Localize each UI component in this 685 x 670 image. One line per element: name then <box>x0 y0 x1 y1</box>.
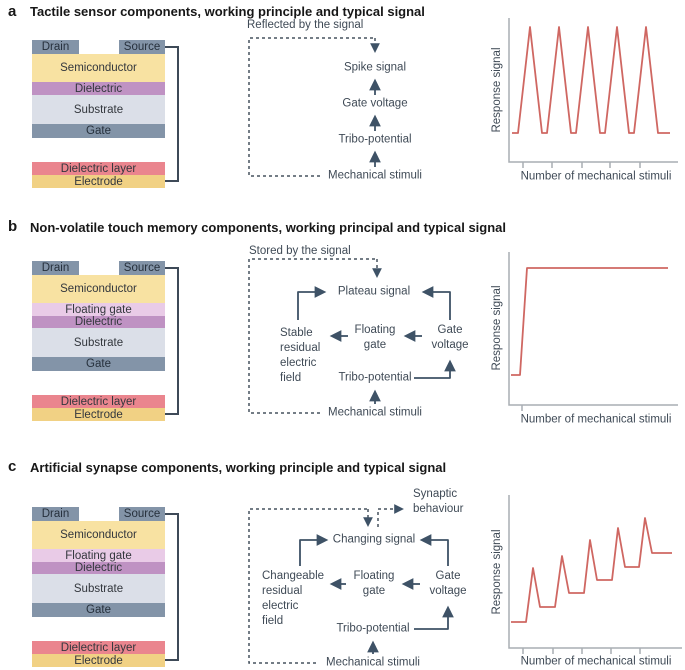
source-electrode-wire <box>165 513 179 661</box>
chart-axes <box>508 495 682 649</box>
panel-title: Tactile sensor components, working princ… <box>30 4 425 19</box>
dielectric-layer: Dielectric <box>32 82 165 95</box>
flow-node-stable-field: Stable residual electric field <box>280 327 321 384</box>
semiconductor-layer: Semiconductor <box>32 275 165 303</box>
gate-layer: Gate <box>32 603 165 617</box>
flow-node-spike-signal: Spike signal <box>343 61 407 74</box>
flow-node-gate-voltage: Gate voltage <box>342 97 408 110</box>
feedback-loop-dashed <box>248 258 377 414</box>
substrate-layer: Substrate <box>32 328 165 357</box>
elbow-arrow <box>414 359 456 379</box>
flow-node-plateau-signal: Plateau signal <box>337 285 411 298</box>
flow-node-floating-gate: Floating gate <box>353 570 395 597</box>
gate-layer: Gate <box>32 357 165 371</box>
flow-node-synaptic-behaviour: Synaptic behaviour <box>413 488 464 515</box>
floating-gate-layer: Floating gate <box>32 303 165 316</box>
panel-a-lines <box>165 18 678 182</box>
source-electrode-wire <box>165 267 179 415</box>
source-layer: Source <box>119 40 165 54</box>
flow-node-gate-voltage: Gate voltage <box>429 570 467 597</box>
signal-trace <box>512 26 670 134</box>
flow-node-mechanical-stimuli: Mechanical stimuli <box>326 656 420 669</box>
x-axis-ticks <box>522 162 641 168</box>
semiconductor-layer: Semiconductor <box>32 521 165 549</box>
synaptic-dashed-arrow <box>377 504 404 527</box>
panel-b-lines <box>165 252 678 415</box>
drain-layer: Drain <box>32 507 79 521</box>
substrate-layer: Substrate <box>32 574 165 603</box>
electrode-layer: Electrode <box>32 654 165 667</box>
panel-title: Non-volatile touch memory components, wo… <box>30 220 507 235</box>
loop-label: Reflected by the signal <box>247 19 364 31</box>
panel-letter: c <box>8 458 17 475</box>
flow-node-floating-gate: Floating gate <box>354 324 396 351</box>
flow-node-changing-signal: Changing signal <box>332 533 416 546</box>
elbow-arrow <box>414 605 454 630</box>
flow-node-tribo-potential: Tribo-potential <box>338 133 412 146</box>
source-electrode-wire <box>165 46 179 182</box>
semiconductor-layer: Semiconductor <box>32 54 165 82</box>
flow-node-tribo-potential: Tribo-potential <box>336 622 410 635</box>
x-axis-label: Number of mechanical stimuli <box>520 170 672 183</box>
elbow-arrow <box>421 286 451 320</box>
chart-axes <box>508 18 678 163</box>
signal-trace <box>511 267 668 376</box>
bottom-dielectric-layer: Dielectric layer <box>32 641 165 654</box>
source-layer: Source <box>119 507 165 521</box>
feedback-loop-dashed <box>248 37 375 177</box>
x-axis-ticks <box>522 648 641 654</box>
elbow-arrow <box>299 534 329 566</box>
y-axis-label: Response signal <box>491 47 503 133</box>
feedback-loop-dashed <box>248 508 368 664</box>
panel-title: Artificial synapse components, working p… <box>30 460 447 475</box>
floating-gate-layer: Floating gate <box>32 549 165 562</box>
dielectric-layer: Dielectric <box>32 316 165 328</box>
chart-axes <box>508 252 678 406</box>
elbow-arrow <box>297 286 327 320</box>
y-axis-label: Response signal <box>491 529 503 615</box>
x-axis-label: Number of mechanical stimuli <box>520 413 672 426</box>
panel-c-lines <box>165 495 682 664</box>
gate-layer: Gate <box>32 124 165 138</box>
panel-letter: a <box>8 3 17 20</box>
drain-layer: Drain <box>32 40 79 54</box>
elbow-arrow <box>419 534 449 566</box>
x-axis-label: Number of mechanical stimuli <box>520 655 672 668</box>
drain-layer: Drain <box>32 261 79 275</box>
bottom-dielectric-layer: Dielectric layer <box>32 162 165 175</box>
flow-node-changeable-field: Changeable residual electric field <box>262 570 325 627</box>
bottom-dielectric-layer: Dielectric layer <box>32 395 165 408</box>
panel-letter: b <box>8 218 18 235</box>
flow-node-gate-voltage: Gate voltage <box>431 324 469 351</box>
flow-node-mechanical-stimuli: Mechanical stimuli <box>328 406 422 419</box>
electrode-layer: Electrode <box>32 408 165 421</box>
y-axis-label: Response signal <box>491 285 503 371</box>
signal-trace <box>511 517 672 623</box>
flow-node-mechanical-stimuli: Mechanical stimuli <box>328 169 422 182</box>
dielectric-layer: Dielectric <box>32 562 165 574</box>
electrode-layer: Electrode <box>32 175 165 188</box>
loop-label: Stored by the signal <box>249 245 351 257</box>
substrate-layer: Substrate <box>32 95 165 124</box>
source-layer: Source <box>119 261 165 275</box>
flow-node-tribo-potential: Tribo-potential <box>338 371 412 384</box>
